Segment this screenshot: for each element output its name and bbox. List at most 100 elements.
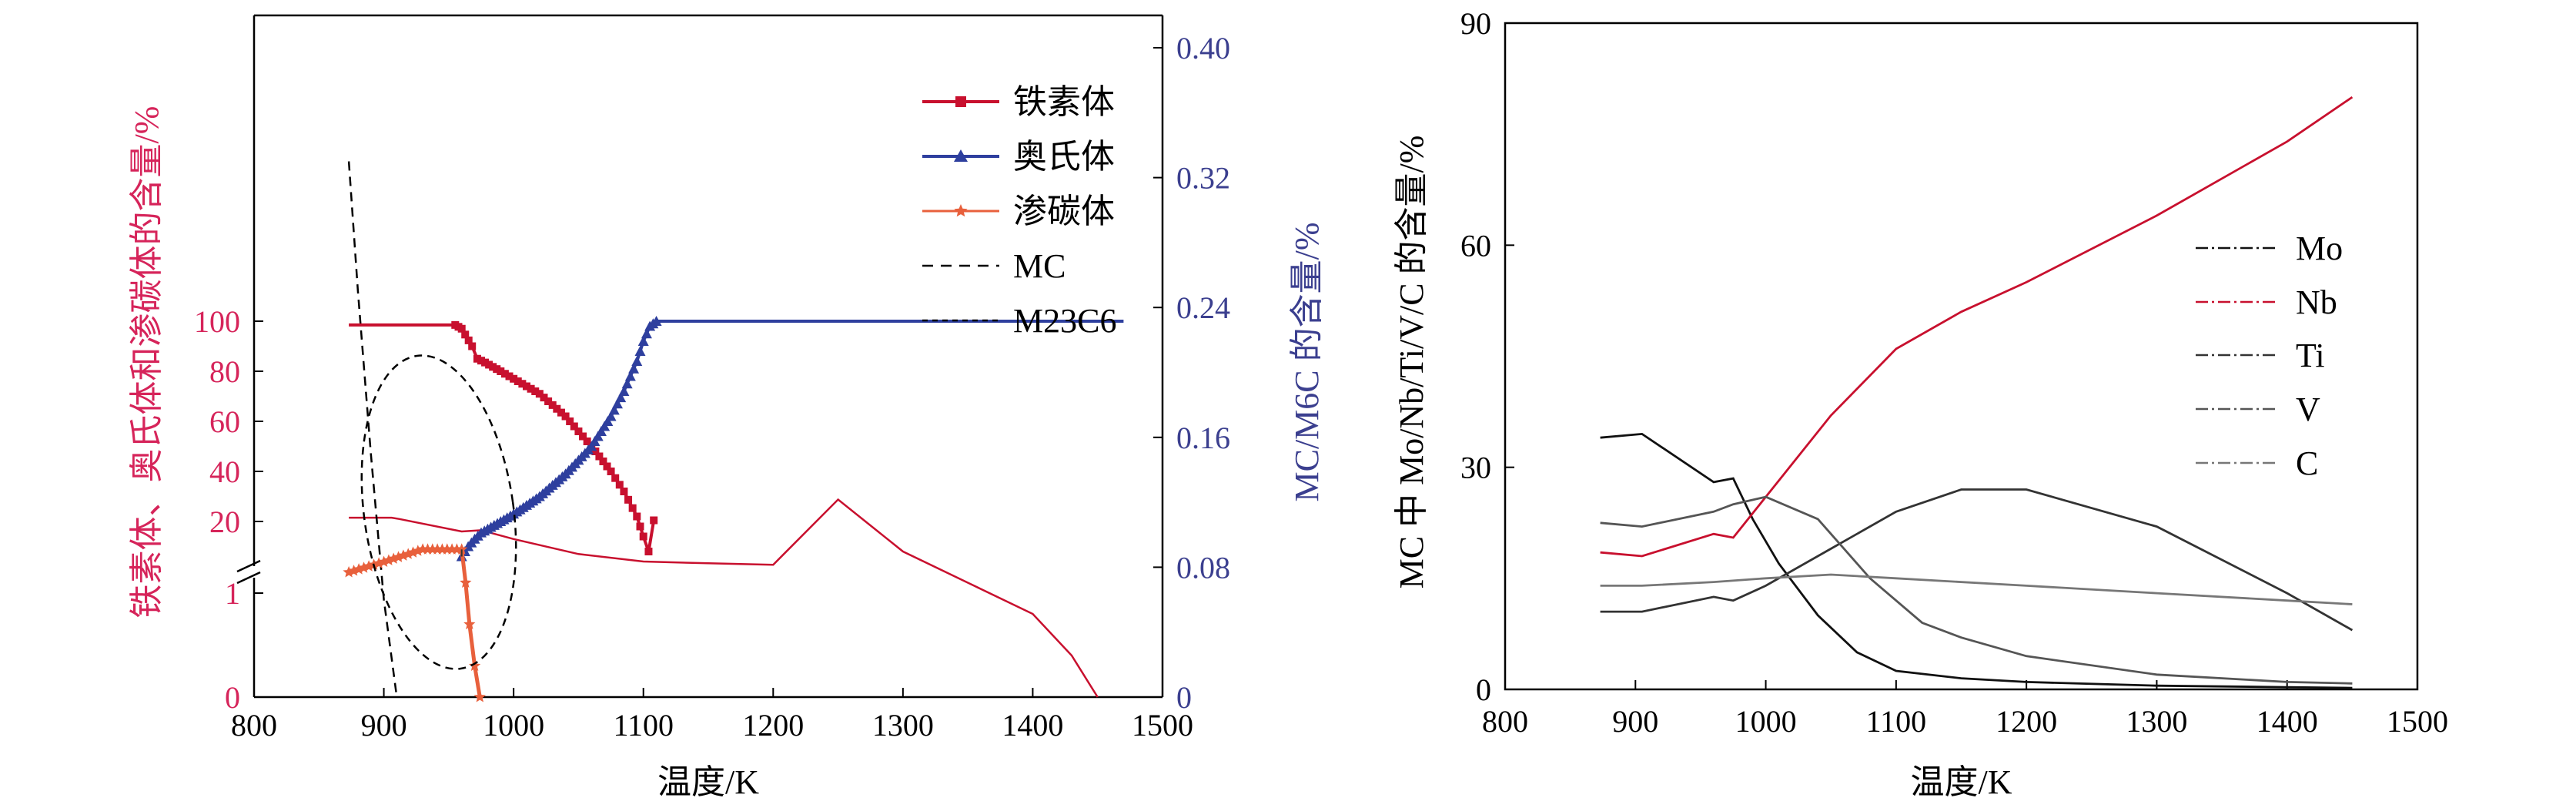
x-axis-title: 温度/K [1911, 763, 2012, 801]
series-ferrite-marker [544, 397, 553, 405]
series-ferrite-marker [591, 448, 600, 455]
series-ferrite-marker [461, 330, 470, 339]
series-ferrite-marker [518, 380, 527, 388]
series-austenite-marker [637, 336, 649, 346]
y-tick-label: 90 [1460, 6, 1491, 41]
right-chart [1504, 22, 2419, 691]
legend-label: V [2296, 391, 2320, 428]
series-ferrite-marker [489, 363, 497, 371]
series-ferrite-marker [570, 422, 578, 431]
right-plot-frame [1504, 22, 2419, 691]
series-ferrite-marker [481, 358, 490, 367]
series-cementite-marker [460, 576, 472, 588]
x-tick-label: 1100 [613, 708, 674, 743]
series-ferrite-marker [633, 512, 641, 521]
y-right-tick-label: 0.32 [1176, 161, 1230, 196]
series-ferrite-marker [473, 354, 481, 363]
series-cementite-marker [469, 659, 481, 671]
series-ferrite-marker [579, 432, 587, 441]
y-left-tick-label: 80 [209, 354, 240, 389]
series-austenite-marker [624, 370, 636, 381]
legend-austenite-marker [954, 149, 968, 162]
x-axis-title: 温度/K [657, 763, 759, 801]
y-right-tick-label: 0.16 [1176, 421, 1230, 455]
legend-label: Mo [2296, 230, 2343, 267]
series-ferrite-marker [514, 377, 522, 385]
y-right-tick-label: 0.24 [1176, 290, 1230, 325]
legend-label: M23C6 [1013, 302, 1116, 340]
x-tick-label: 900 [361, 708, 407, 743]
series-austenite-marker [615, 392, 627, 403]
y-right-tick-label: 0 [1176, 680, 1192, 715]
series-ferrite-marker [566, 417, 574, 425]
series-mo-line [1600, 432, 2353, 689]
y-left-tick-label: 0 [225, 680, 240, 715]
y-right-tick-label: 0.40 [1176, 31, 1230, 65]
series-cementite-line [348, 547, 482, 698]
y-left-tick-label: 100 [194, 304, 240, 339]
series-ferrite-marker [553, 404, 561, 413]
y-left-tick-label: 1 [225, 576, 240, 611]
x-tick-label: 1200 [742, 708, 804, 743]
left-chart [236, 14, 1164, 702]
series-ferrite-marker [548, 401, 557, 409]
series-ferrite-marker [636, 522, 644, 531]
x-tick-label: 1100 [1866, 704, 1927, 739]
legend-label: 奥氏体 [1013, 138, 1115, 176]
series-cementite-marker [463, 618, 476, 629]
y-right-axis-title: MC/M6C 的含量/% [1288, 222, 1326, 501]
series-ferrite-marker [583, 438, 591, 445]
series-ferrite-marker [607, 468, 615, 475]
legend-cementite-marker [954, 204, 968, 217]
series-austenite-marker [618, 386, 630, 396]
series-ferrite-marker [510, 374, 518, 383]
series-cementite-marker [473, 691, 486, 702]
y-left-tick-label: 20 [209, 505, 240, 539]
series-ferrite-marker [535, 390, 544, 398]
y-left-tick-label: 60 [209, 404, 240, 439]
x-tick-label: 1500 [2387, 704, 2448, 739]
series-austenite-marker [608, 404, 620, 415]
legend-label: Nb [2296, 283, 2337, 321]
series-ferrite-marker [603, 462, 611, 471]
series-ferrite-marker [574, 427, 583, 435]
series-ferrite-marker [527, 384, 535, 393]
series-austenite-line [460, 320, 1124, 558]
y-tick-label: 60 [1460, 228, 1491, 263]
series-ferrite-marker [497, 367, 505, 375]
series-ferrite-marker [561, 412, 570, 421]
series-ferrite-marker [505, 372, 514, 381]
series-ferrite-marker [457, 324, 466, 333]
series-v-line [1600, 495, 2353, 685]
y-left-tick-label: 40 [209, 454, 240, 489]
series-austenite-marker [641, 328, 652, 339]
series-ferrite-marker [620, 488, 628, 495]
y-right-tick-label: 0.08 [1176, 550, 1230, 585]
series-ferrite-marker [531, 387, 540, 395]
x-tick-label: 800 [231, 708, 277, 743]
series-m23c6-line [349, 498, 1099, 698]
series-ferrite-marker [615, 481, 624, 489]
y-axis-title: MC 中 Mo/Nb/Ti/V/C 的含量/% [1393, 136, 1430, 589]
series-austenite-marker [605, 411, 617, 421]
y-left-axis-title: 铁素体、奥氏体和渗碳体的含量/% [128, 106, 166, 619]
series-austenite-marker [621, 378, 633, 389]
annotation-ellipse [360, 354, 517, 670]
series-ti-line [1600, 488, 2354, 632]
x-tick-label: 1000 [1735, 704, 1797, 739]
series-ferrite-marker [595, 452, 604, 461]
series-austenite-marker [634, 346, 646, 356]
series-ferrite-marker [611, 474, 620, 482]
x-tick-label: 1300 [2126, 704, 2187, 739]
series-cementite-marker [456, 543, 468, 555]
legend-label: MC [1013, 247, 1066, 285]
x-tick-label: 1300 [872, 708, 934, 743]
series-ferrite-marker [624, 495, 633, 504]
legend-label: C [2296, 444, 2318, 482]
series-austenite-marker [628, 363, 640, 374]
series-ferrite-marker [599, 458, 607, 465]
series-ferrite-marker [540, 394, 548, 402]
series-austenite-marker [651, 316, 662, 326]
series-ferrite-marker [644, 548, 653, 555]
